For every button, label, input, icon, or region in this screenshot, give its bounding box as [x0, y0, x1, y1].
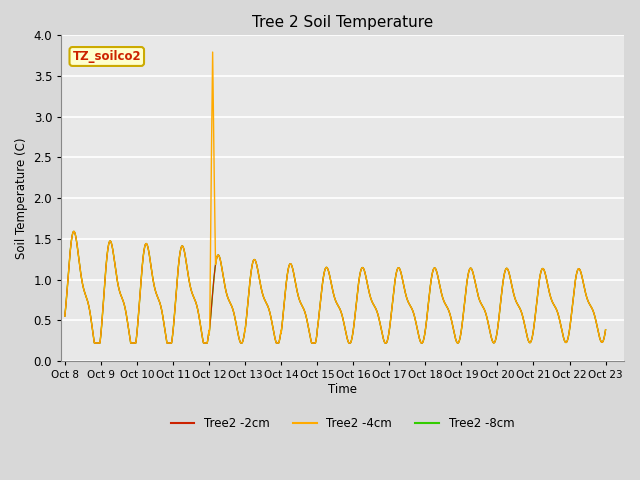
Legend: Tree2 -2cm, Tree2 -4cm, Tree2 -8cm: Tree2 -2cm, Tree2 -4cm, Tree2 -8cm [166, 412, 519, 435]
X-axis label: Time: Time [328, 383, 357, 396]
Text: TZ_soilco2: TZ_soilco2 [72, 50, 141, 63]
Title: Tree 2 Soil Temperature: Tree 2 Soil Temperature [252, 15, 433, 30]
Y-axis label: Soil Temperature (C): Soil Temperature (C) [15, 137, 28, 259]
